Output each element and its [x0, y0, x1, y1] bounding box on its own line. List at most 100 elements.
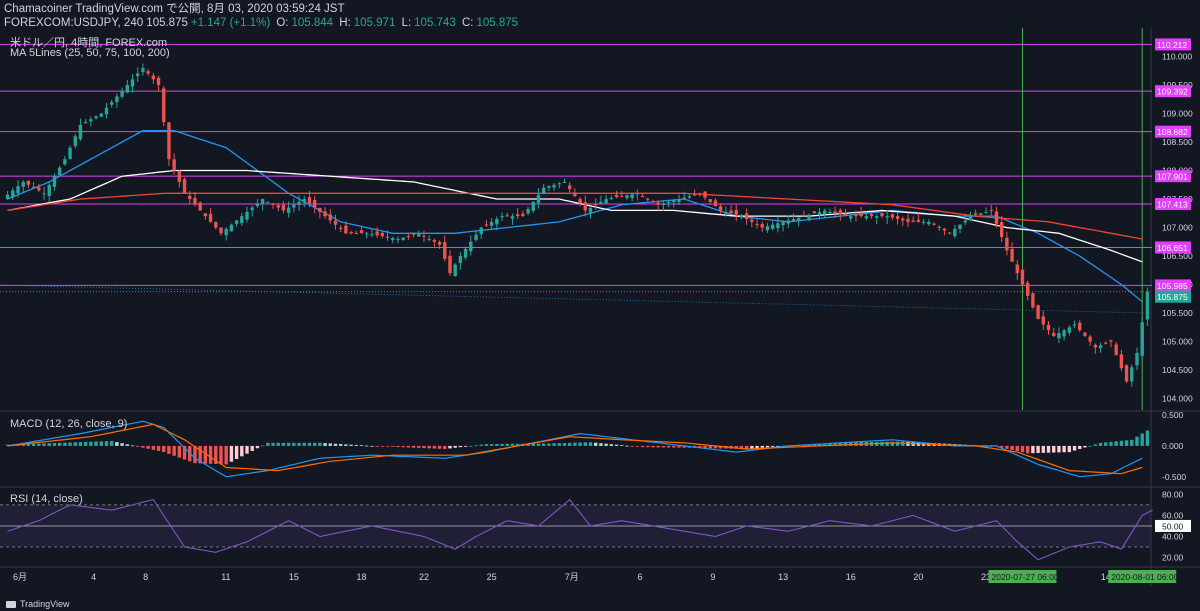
macd-histogram-bar: [443, 445, 447, 449]
candle-body: [208, 213, 213, 222]
macd-legend[interactable]: MACD (12, 26, close, 9): [10, 418, 128, 430]
time-label: 2020-08-01 06:00: [1111, 572, 1178, 582]
macd-histogram-bar: [1062, 445, 1066, 453]
candle-body: [1083, 332, 1087, 336]
candle-body: [484, 224, 489, 226]
time-axis-tick: 23: [981, 572, 991, 582]
macd-histogram-bar: [297, 442, 301, 446]
macd-histogram-bar: [146, 445, 150, 449]
candle-body: [37, 187, 41, 191]
candle-body: [406, 235, 411, 237]
macd-histogram-bar: [526, 443, 530, 446]
macd-histogram-bar: [843, 442, 848, 446]
symbol-label: FOREXCOM:USDJPY, 240 105.875: [4, 17, 188, 29]
candle-body: [698, 193, 702, 195]
candle-body: [437, 241, 442, 245]
macd-histogram-bar: [359, 445, 364, 447]
candle-body: [594, 204, 598, 206]
candle-body: [260, 199, 265, 205]
macd-axis-tick: -0.500: [1162, 472, 1186, 482]
candle-body: [31, 186, 36, 188]
macd-histogram-bar: [677, 445, 681, 448]
level-label: 105.985: [1157, 281, 1188, 291]
candle-body: [620, 195, 624, 197]
candle-body: [1145, 291, 1150, 320]
macd-histogram-bar: [744, 445, 749, 449]
time-axis-tick: 7月: [565, 572, 579, 582]
time-axis-tick: 8: [143, 572, 148, 582]
macd-histogram-bar: [37, 443, 41, 446]
candle-body: [359, 230, 364, 234]
candle-body: [47, 184, 51, 196]
macd-histogram-bar: [182, 445, 187, 460]
candle-body: [1124, 365, 1129, 382]
candle-body: [734, 210, 738, 215]
candle-body: [385, 236, 390, 238]
macd-histogram-bar: [385, 445, 390, 447]
candle-body: [42, 193, 46, 195]
candle-body: [396, 238, 400, 240]
macd-histogram-bar: [271, 442, 275, 446]
candle-body: [614, 195, 619, 198]
time-label-bg: [1108, 570, 1177, 583]
main-legend-title[interactable]: 米ドル／円, 4時間, FOREX.com: [10, 37, 168, 49]
macd-histogram-bar: [31, 443, 36, 446]
ma-legend[interactable]: MA 5Lines (25, 50, 75, 100, 200): [10, 47, 170, 59]
macd-histogram-bar: [406, 445, 411, 448]
macd-histogram-bar: [1026, 445, 1030, 454]
macd-histogram-bar: [578, 442, 582, 446]
macd-histogram-bar: [411, 445, 416, 448]
candle-body: [1067, 327, 1072, 333]
candle-body: [57, 167, 62, 176]
candle-body: [489, 221, 494, 226]
macd-histogram-bar: [828, 443, 832, 446]
macd-histogram-bar: [292, 442, 296, 446]
candle-body: [958, 224, 962, 229]
price-axis-tick: 107.000: [1162, 223, 1193, 233]
candle-body: [271, 203, 275, 205]
candle-body: [770, 224, 775, 229]
rsi-current-label-bg: [1155, 519, 1191, 532]
candle-body: [151, 75, 156, 80]
candle-body: [391, 238, 395, 240]
time-label-bg: [988, 570, 1057, 583]
candle-body: [755, 224, 759, 226]
candle-body: [812, 211, 816, 214]
level-label: 106.651: [1157, 243, 1188, 253]
macd-histogram-bar: [349, 444, 353, 446]
candle-body: [635, 193, 640, 195]
macd-histogram-bar: [214, 445, 218, 465]
candle-body: [1026, 282, 1030, 296]
candle-body: [1104, 342, 1108, 344]
candle-body: [797, 217, 801, 222]
candle-body: [510, 216, 515, 219]
macd-histogram-bar: [240, 445, 244, 457]
macd-histogram-bar: [167, 445, 171, 454]
macd-axis-tick: 0.000: [1162, 441, 1184, 451]
candle-body: [573, 192, 577, 197]
macd-histogram-bar: [281, 442, 286, 446]
candle-body: [849, 216, 853, 219]
candle-body: [136, 73, 140, 77]
tradingview-brand[interactable]: TradingView: [6, 599, 70, 609]
candle-body: [568, 185, 572, 190]
macd-histogram-bar: [620, 445, 624, 446]
rsi-legend[interactable]: RSI (14, close): [10, 493, 83, 505]
level-label-bg: [1155, 198, 1191, 211]
candle-body: [427, 238, 431, 240]
candle-body: [526, 209, 530, 214]
macd-histogram-bar: [885, 441, 889, 446]
candle-body: [99, 113, 103, 117]
macd-histogram-bar: [599, 443, 603, 446]
macd-histogram-bar: [1057, 445, 1061, 453]
macd-histogram-bar: [1140, 433, 1144, 446]
macd-histogram-bar: [130, 445, 135, 447]
level-label: 109.392: [1157, 87, 1188, 97]
time-axis-tick: 25: [487, 572, 497, 582]
macd-histogram-bar: [755, 445, 759, 449]
rsi-line: [7, 498, 1153, 561]
macd-histogram-bar: [739, 445, 744, 449]
close-value: 105.875: [476, 17, 519, 29]
macd-histogram-bar: [136, 445, 140, 447]
macd-histogram-bar: [474, 445, 478, 447]
